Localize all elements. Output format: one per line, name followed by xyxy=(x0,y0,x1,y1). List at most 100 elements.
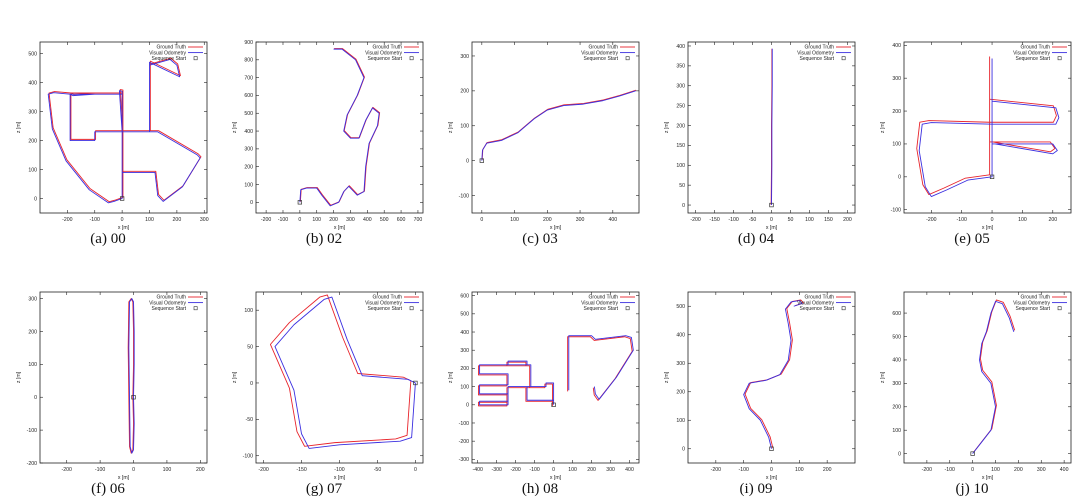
sequence-start-marker xyxy=(989,174,995,179)
subplot-0: -200 -100 0 100 200 300 0 100 200 300 400 500 x [m] z… xyxy=(0,0,216,250)
y-tick-label: 100 xyxy=(28,362,37,368)
legend-visual-odometry-label: Visual Odometry xyxy=(365,300,402,306)
legend-sequence-start-swatch xyxy=(193,56,198,61)
visual-odometry-path xyxy=(274,296,416,449)
x-tick-label: -200 xyxy=(926,217,936,223)
y-axis-label: z [m] xyxy=(448,371,454,383)
y-tick-label: 400 xyxy=(244,129,253,135)
x-axis-label: x [m] xyxy=(550,475,562,481)
legend-sequence-start-label: Sequence Start xyxy=(1016,306,1051,312)
legend-visual-odometry-label: Visual Odometry xyxy=(797,50,834,56)
y-tick-label: 100 xyxy=(244,182,253,188)
x-tick-label: 100 xyxy=(795,467,804,473)
chart-svg: -200 -100 0 100 200 300 0 100 200 300 400 500 x [m] z… xyxy=(16,41,209,231)
sequence-start-marker xyxy=(413,380,418,386)
y-tick-label: 200 xyxy=(460,366,469,372)
y-axis-label: z [m] xyxy=(232,121,238,133)
y-tick-label: 400 xyxy=(676,44,685,50)
x-tick-label: 400 xyxy=(363,217,372,223)
y-tick-label: 300 xyxy=(244,147,253,153)
x-tick-label: -200 xyxy=(510,467,520,473)
x-tick-label: 0 xyxy=(132,467,135,473)
x-tick-label: 100 xyxy=(312,217,321,223)
x-tick-label: 200 xyxy=(1014,467,1023,473)
legend-visual-odometry-label: Visual Odometry xyxy=(1013,50,1050,56)
chart-svg: -200 -150 -100 -50 0 -100 -50 0 50 100 x [m] z [m] G… xyxy=(232,291,424,481)
x-tick-label: -50 xyxy=(374,467,382,473)
subplot-2: 0 100 200 300 400 -100 0 100 200 300 x [m] z [m] Gro… xyxy=(432,0,648,250)
plot-frame xyxy=(471,41,640,214)
legend-visual-odometry-label: Visual Odometry xyxy=(1013,300,1050,306)
legend-visual-odometry-label: Visual Odometry xyxy=(149,300,186,306)
y-tick-label: -200 xyxy=(459,439,469,445)
legend-sequence-start-label: Sequence Start xyxy=(152,56,187,62)
y-tick-label: 200 xyxy=(460,89,469,95)
legend-visual-odometry-label: Visual Odometry xyxy=(149,50,186,56)
x-tick-label: 100 xyxy=(568,467,577,473)
visual-odometry-path xyxy=(47,58,201,204)
y-tick-label: 300 xyxy=(28,296,37,302)
x-axis-label: x [m] xyxy=(118,475,130,481)
y-tick-label: -100 xyxy=(891,208,901,214)
x-tick-label: 100 xyxy=(163,467,172,473)
y-tick-label: -50 xyxy=(246,417,254,423)
y-tick-label: 400 xyxy=(676,333,685,339)
subplot-6: -200 -150 -100 -50 0 -100 -50 0 50 100 x [m] z [m] G… xyxy=(216,250,432,500)
chart-svg: -200 -100 0 100 200 300 400 0 100 200 300 400 500 600… xyxy=(880,291,1072,481)
x-axis-label: x [m] xyxy=(982,225,994,231)
ground-truth-path xyxy=(744,299,804,449)
y-axis-label: z [m] xyxy=(232,371,238,383)
visual-odometry-path xyxy=(743,300,803,449)
x-tick-label: -200 xyxy=(261,217,271,223)
legend-ground-truth-label: Ground Truth xyxy=(589,295,619,301)
x-tick-label: -200 xyxy=(258,467,268,473)
plot-frame xyxy=(903,41,1072,214)
subplot-caption: (g) 07 xyxy=(305,481,343,497)
legend-ground-truth-label: Ground Truth xyxy=(805,45,835,51)
plot-frame xyxy=(255,41,424,214)
legend-sequence-start-label: Sequence Start xyxy=(800,306,835,312)
chart-svg: -200 -150 -100 -50 0 50 100 150 200 0 50 100 150 200 2… xyxy=(664,41,856,231)
y-tick-label: 250 xyxy=(676,103,685,109)
visual-odometry-path xyxy=(479,360,555,406)
subplot-9: -200 -100 0 100 200 300 400 0 100 200 300 400 500 600… xyxy=(864,250,1080,500)
x-tick-label: 50 xyxy=(788,217,794,223)
legend-sequence-start-label: Sequence Start xyxy=(368,306,403,312)
legend-visual-odometry-label: Visual Odometry xyxy=(581,300,618,306)
visual-odometry-path xyxy=(128,298,135,454)
y-tick-label: 50 xyxy=(247,344,253,350)
x-tick-label: 500 xyxy=(380,217,389,223)
subplot-caption: (j) 10 xyxy=(955,481,989,497)
y-tick-label: 0 xyxy=(34,196,37,202)
visual-odometry-path xyxy=(481,90,636,161)
legend-sequence-start-swatch xyxy=(1057,306,1062,311)
x-tick-label: -200 xyxy=(62,217,72,223)
legend-ground-truth-label: Ground Truth xyxy=(157,45,187,51)
x-tick-label: 200 xyxy=(173,217,182,223)
x-tick-label: 100 xyxy=(510,217,519,223)
x-tick-label: -100 xyxy=(529,467,539,473)
y-tick-label: 150 xyxy=(676,143,685,149)
legend-sequence-start-swatch xyxy=(409,56,414,61)
legend-sequence-start-swatch xyxy=(193,306,198,311)
y-tick-label: 100 xyxy=(676,163,685,169)
legend-sequence-start-label: Sequence Start xyxy=(584,306,619,312)
ground-truth-path xyxy=(127,298,134,454)
y-axis-label: z [m] xyxy=(16,121,22,133)
y-tick-label: 300 xyxy=(676,361,685,367)
x-tick-label: 100 xyxy=(805,217,814,223)
y-tick-label: 300 xyxy=(892,76,901,82)
y-tick-label: 200 xyxy=(28,329,37,335)
y-tick-label: 200 xyxy=(676,390,685,396)
subplot-caption: (i) 09 xyxy=(739,481,773,497)
x-tick-label: -100 xyxy=(728,217,738,223)
chart-svg: -200 -100 0 100 200 0 100 200 300 400 500 x [m] z [m… xyxy=(664,291,856,481)
x-axis-label: x [m] xyxy=(982,475,994,481)
y-tick-label: 200 xyxy=(676,123,685,129)
visual-odometry-path xyxy=(771,48,773,206)
y-tick-label: 300 xyxy=(676,84,685,90)
y-tick-label: 300 xyxy=(460,348,469,354)
y-tick-label: 400 xyxy=(892,43,901,49)
sequence-start-marker xyxy=(551,402,556,407)
legend-sequence-start-swatch xyxy=(841,56,846,61)
